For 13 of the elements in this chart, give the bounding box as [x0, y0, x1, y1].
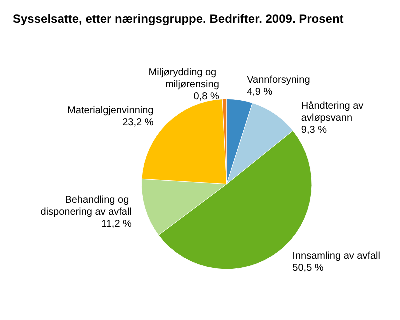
- slice-label: Behandling og disponering av avfall: [40, 195, 132, 218]
- data-label: 50,5 %: [292, 263, 324, 274]
- chart-title: Sysselsatte, etter næringsgruppe. Bedrifter. 2009. Prosent: [13, 12, 344, 26]
- slice-label: Materialgjenvinning: [68, 106, 154, 117]
- data-label: 11,2 %: [102, 219, 132, 230]
- slice-label: Miljørydding og miljørensing: [148, 68, 220, 91]
- slice-label: Vannforsyning: [247, 74, 310, 86]
- slice-label: Innsamling av avfall: [292, 251, 381, 262]
- data-label: 9,3 %: [301, 124, 328, 136]
- slice-label: Håndtering av avløpsvann: [301, 100, 366, 124]
- data-label: 4,9 %: [247, 86, 273, 98]
- data-label: 23,2 %: [122, 118, 154, 129]
- data-label: 0,8 %: [194, 92, 220, 103]
